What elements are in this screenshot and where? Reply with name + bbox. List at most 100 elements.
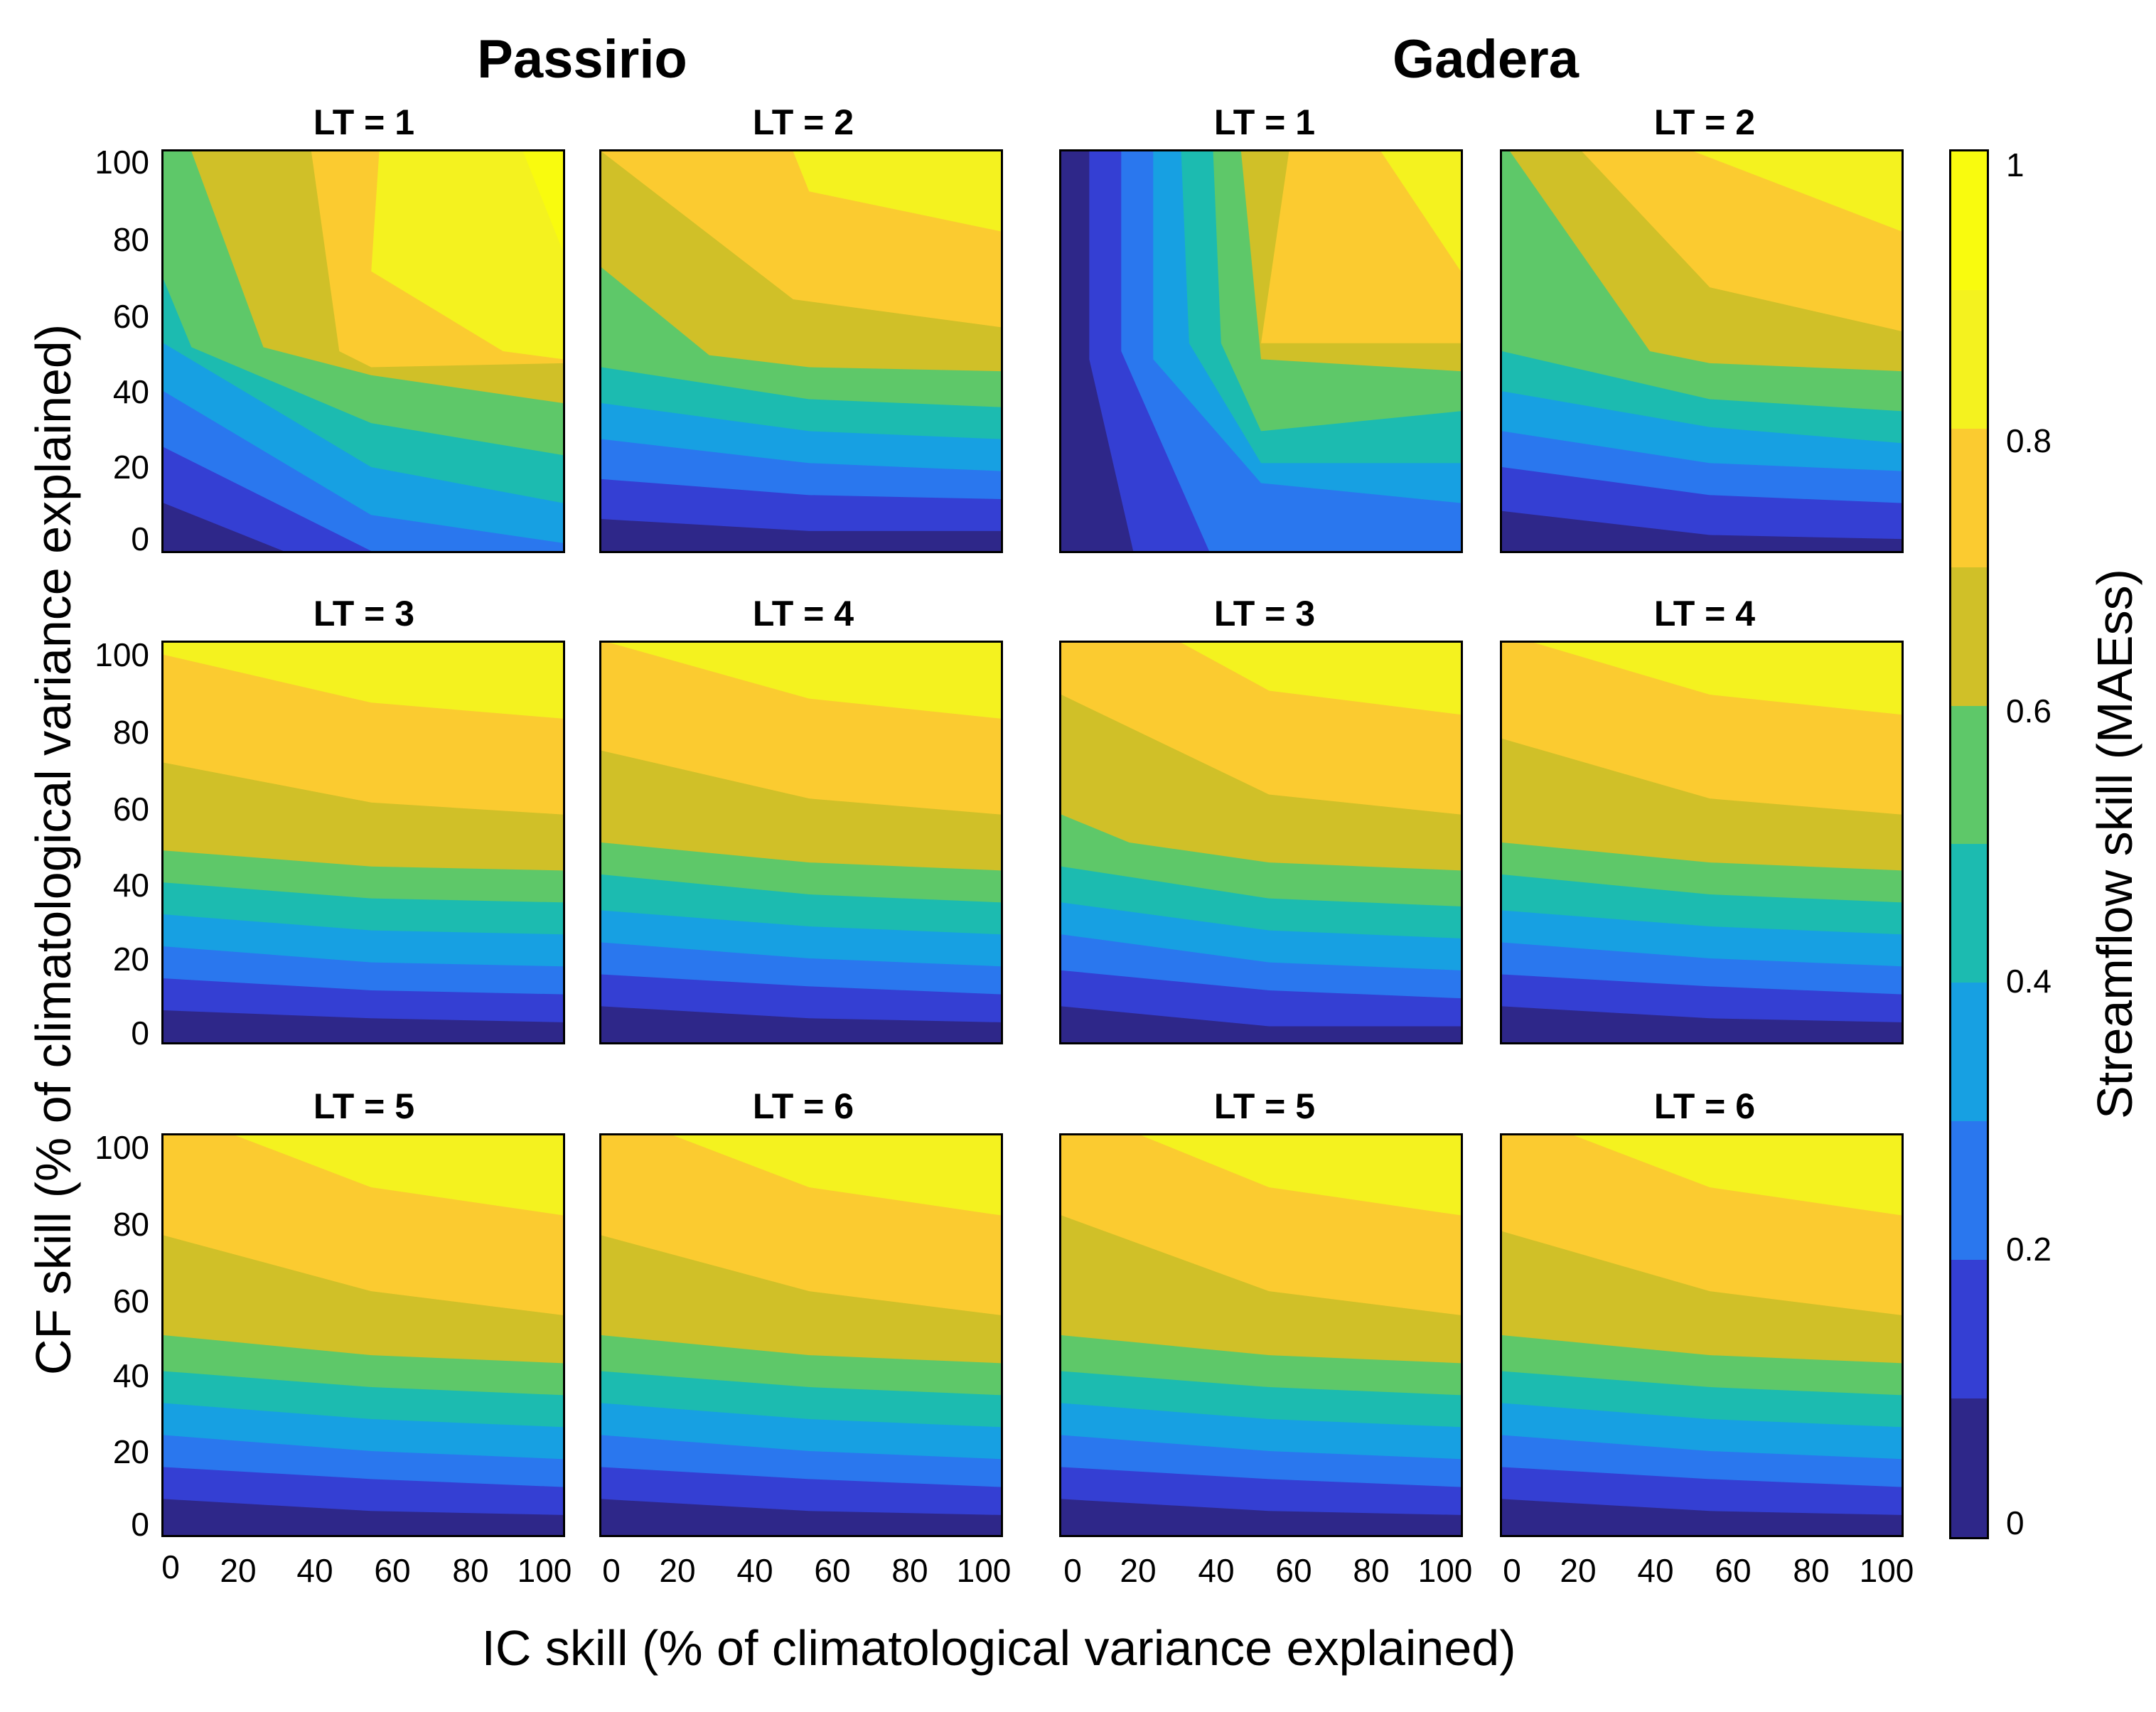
y-tick-label: 100	[95, 1129, 149, 1166]
y-tick-label: 100	[95, 636, 149, 673]
contour-panel	[161, 1133, 565, 1537]
colorbar-segment	[1951, 844, 1987, 983]
colorbar-segment	[1951, 428, 1987, 567]
contour-panel	[1500, 149, 1904, 553]
colorbar-segment	[1951, 1398, 1987, 1537]
contour-plot	[1502, 151, 1902, 551]
y-tick-label: 20	[112, 1433, 149, 1470]
catchment-title-passirio: Passirio	[477, 29, 687, 90]
panel-title: LT = 2	[1653, 102, 1756, 142]
x-tick-label: 80	[1353, 1552, 1390, 1589]
y-tick-label: 80	[112, 221, 149, 258]
contour-panel	[1059, 149, 1463, 553]
x-tick-label: 0	[1063, 1552, 1082, 1589]
y-tick-label: 100	[95, 144, 149, 181]
y-tick-label: 80	[112, 714, 149, 751]
x-tick-label: 0	[1503, 1552, 1521, 1589]
colorbar-tick-label: 0.4	[2006, 963, 2052, 1000]
y-tick-label: 40	[112, 867, 149, 904]
panel-title: LT = 5	[1213, 1086, 1316, 1126]
panel-title: LT = 4	[1653, 594, 1756, 633]
colorbar-tick-label: 0.8	[2006, 422, 2052, 459]
contour-band	[673, 1135, 1001, 1216]
contour-plot	[601, 1135, 1001, 1535]
contour-panel	[1059, 641, 1463, 1044]
panel-title: LT = 1	[313, 102, 415, 142]
colorbar-tick-label: 1	[2006, 146, 2024, 183]
colorbar-segment	[1951, 151, 1987, 290]
x-tick-label: 60	[1275, 1552, 1312, 1589]
contour-plot	[1502, 1135, 1902, 1535]
contour-band	[1261, 151, 1461, 343]
contour-plot	[1061, 151, 1461, 551]
contour-plot	[1502, 643, 1902, 1042]
x-tick-label: 20	[659, 1552, 696, 1589]
contour-plot	[1061, 1135, 1461, 1535]
panel-title: LT = 2	[752, 102, 854, 142]
contour-plot	[163, 643, 563, 1042]
contour-panel	[599, 641, 1003, 1044]
x-tick-label: 60	[814, 1552, 851, 1589]
colorbar-tick-label: 0	[2006, 1504, 2024, 1541]
contour-plot	[601, 643, 1001, 1042]
x-tick-label: 40	[736, 1552, 773, 1589]
colorbar-tick-label: 0.2	[2006, 1231, 2052, 1268]
x-tick-label: 80	[891, 1552, 928, 1589]
colorbar-segment	[1951, 567, 1987, 706]
x-tick-label: 20	[1120, 1552, 1157, 1589]
y-tick-label: 60	[112, 791, 149, 828]
y-tick-label: 60	[112, 1283, 149, 1320]
panel-title: LT = 3	[1213, 594, 1316, 633]
x-tick-label: 80	[1793, 1552, 1830, 1589]
x-tick-label: 0	[161, 1548, 180, 1585]
y-tick-label: 20	[112, 941, 149, 978]
colorbar	[1949, 149, 1989, 1539]
contour-plot	[163, 1135, 563, 1535]
colorbar-segment	[1951, 289, 1987, 429]
x-tick-label: 20	[1560, 1552, 1597, 1589]
x-tick-label: 100	[956, 1552, 1012, 1589]
x-tick-label: 100	[1417, 1552, 1473, 1589]
x-tick-label: 40	[296, 1552, 333, 1589]
x-tick-label: 60	[1715, 1552, 1752, 1589]
colorbar-segment	[1951, 1121, 1987, 1261]
contour-panel	[599, 1133, 1003, 1537]
y-tick-label: 0	[131, 520, 149, 557]
contour-plot	[601, 151, 1001, 551]
catchment-title-gadera: Gadera	[1393, 29, 1579, 90]
contour-band	[609, 643, 1001, 719]
colorbar-segment	[1951, 1260, 1987, 1399]
contour-panel	[1500, 641, 1904, 1044]
panel-title: LT = 4	[752, 594, 854, 633]
x-tick-label: 100	[1859, 1552, 1914, 1589]
y-tick-label: 60	[112, 298, 149, 335]
contour-band	[1574, 1135, 1902, 1216]
x-tick-label: 20	[220, 1552, 257, 1589]
colorbar-segment	[1951, 705, 1987, 845]
colorbar-segment	[1951, 983, 1987, 1122]
y-axis-label: CF skill (% of climatological variance e…	[26, 323, 81, 1376]
contour-band	[1181, 643, 1461, 715]
contour-panel	[161, 641, 565, 1044]
y-tick-label: 80	[112, 1206, 149, 1243]
colorbar-tick-label: 0.6	[2006, 692, 2052, 729]
x-tick-label: 60	[374, 1552, 411, 1589]
contour-panel	[161, 149, 565, 553]
colorbar-label: Streamflow skill (MAEss)	[2087, 569, 2142, 1119]
contour-band	[1533, 643, 1902, 715]
x-axis-label: IC skill (% of climatological variance e…	[481, 1620, 1516, 1676]
contour-plot	[163, 151, 563, 551]
contour-band	[235, 1135, 563, 1216]
x-tick-label: 100	[517, 1552, 572, 1589]
contour-band	[1141, 1135, 1461, 1216]
x-tick-label: 80	[452, 1552, 489, 1589]
panel-title: LT = 6	[752, 1086, 854, 1126]
contour-panel	[599, 149, 1003, 553]
panel-title: LT = 1	[1213, 102, 1316, 142]
contour-band	[793, 151, 1001, 232]
contour-band	[1380, 151, 1461, 272]
panel-title: LT = 6	[1653, 1086, 1756, 1126]
contour-panel	[1059, 1133, 1463, 1537]
y-tick-label: 40	[112, 1357, 149, 1394]
